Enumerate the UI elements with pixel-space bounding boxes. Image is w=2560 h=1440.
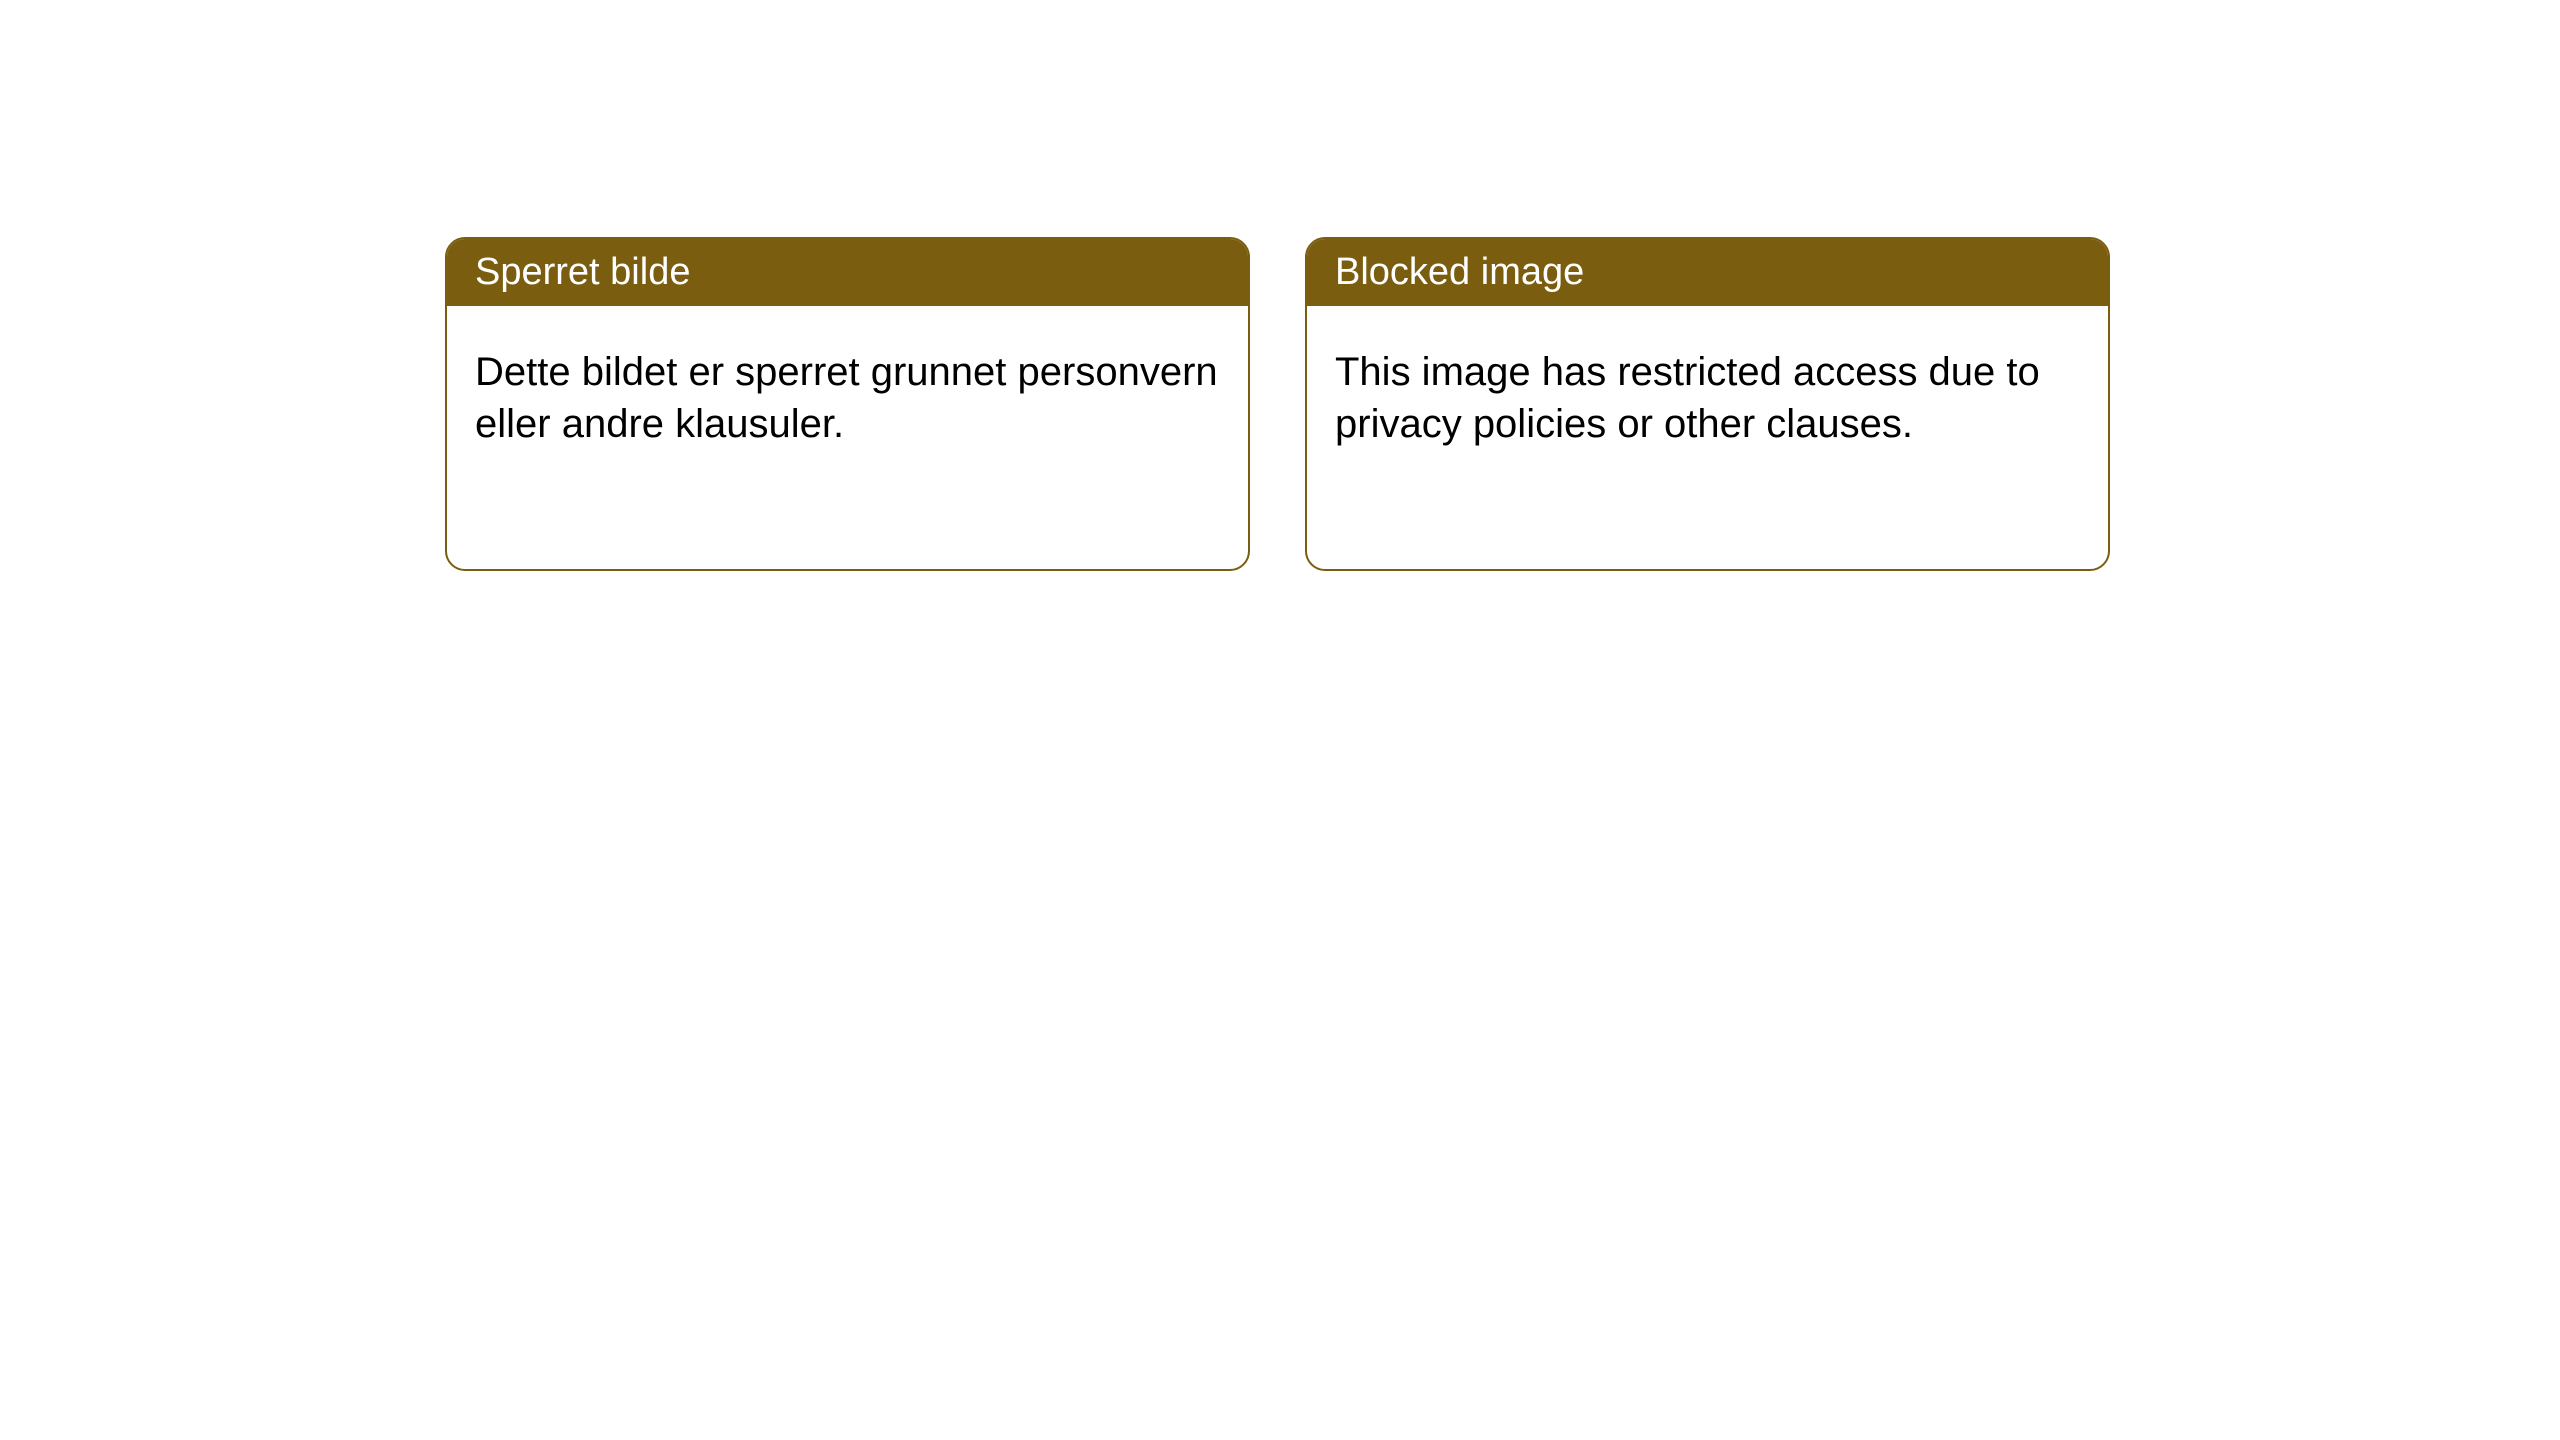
card-header: Sperret bilde xyxy=(447,239,1248,306)
card-header: Blocked image xyxy=(1307,239,2108,306)
notice-cards-container: Sperret bilde Dette bildet er sperret gr… xyxy=(0,0,2560,571)
notice-card-norwegian: Sperret bilde Dette bildet er sperret gr… xyxy=(445,237,1250,571)
notice-card-english: Blocked image This image has restricted … xyxy=(1305,237,2110,571)
card-body: Dette bildet er sperret grunnet personve… xyxy=(447,306,1248,490)
card-body: This image has restricted access due to … xyxy=(1307,306,2108,490)
